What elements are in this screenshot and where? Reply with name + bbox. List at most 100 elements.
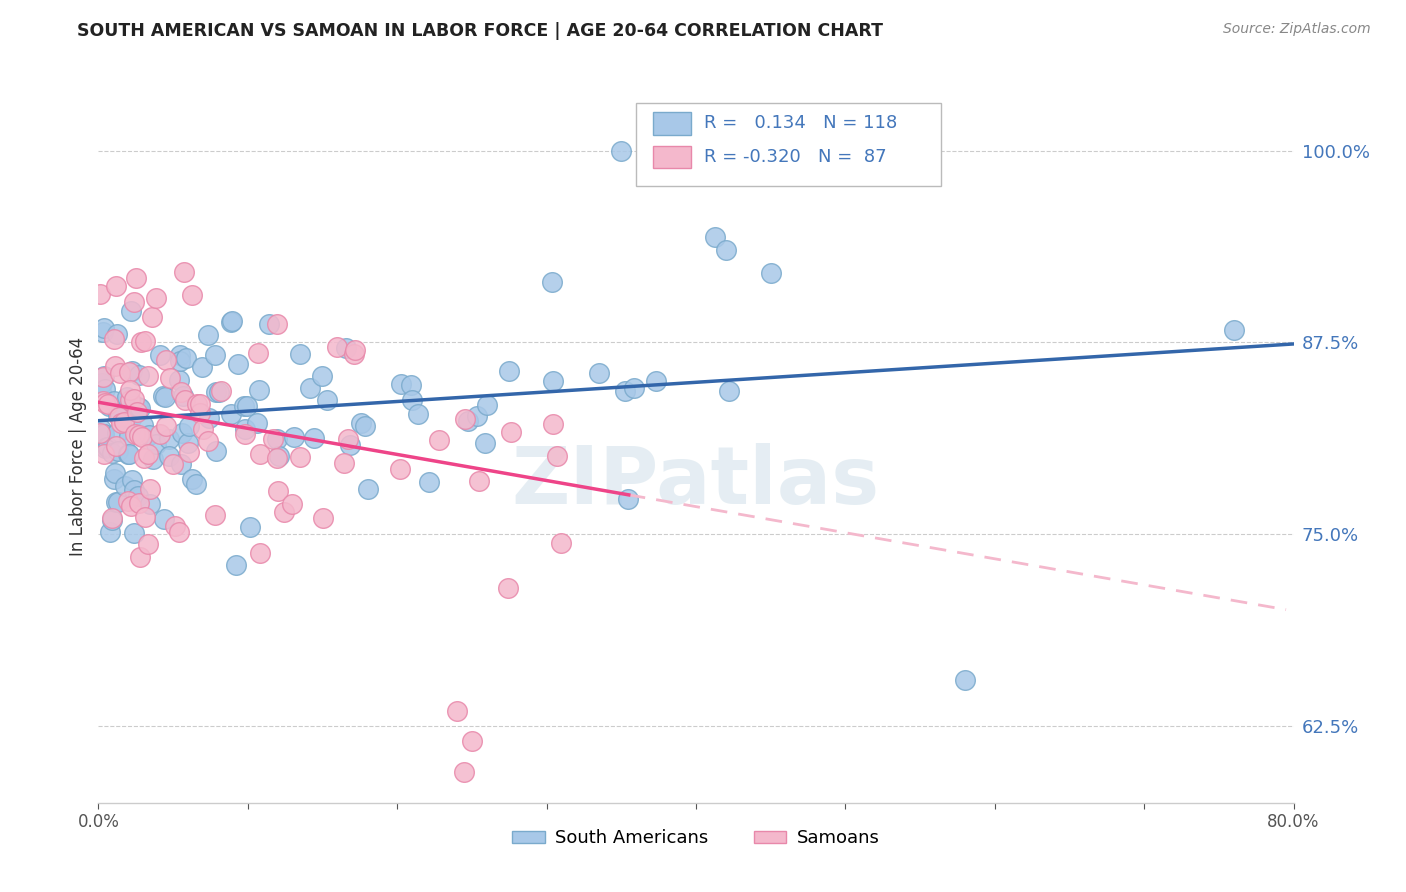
Point <box>714 244 737 258</box>
Point <box>145 437 167 451</box>
Point <box>90 421 112 435</box>
Point <box>267 483 290 498</box>
Point <box>131 417 153 432</box>
Text: R = -0.320   N =  87: R = -0.320 N = 87 <box>704 148 887 166</box>
Point <box>233 422 256 436</box>
Point <box>209 384 232 399</box>
Point <box>233 427 256 442</box>
Point <box>453 412 475 426</box>
Point <box>232 399 254 413</box>
Point <box>475 398 498 412</box>
Point <box>121 473 143 487</box>
Point <box>283 430 305 444</box>
Point <box>98 524 121 539</box>
Point <box>103 359 125 374</box>
Text: R =   0.134   N = 118: R = 0.134 N = 118 <box>704 114 897 132</box>
Point <box>93 368 115 383</box>
Point <box>108 367 131 381</box>
Point <box>129 334 152 349</box>
Point <box>610 144 633 158</box>
Point <box>190 359 212 374</box>
Point <box>179 418 201 433</box>
Point <box>136 369 159 384</box>
Point <box>401 378 423 392</box>
Point <box>197 327 219 342</box>
Point <box>290 347 312 361</box>
Point <box>388 461 411 475</box>
Point <box>180 288 202 302</box>
Point <box>134 509 156 524</box>
Point <box>89 425 111 440</box>
Point <box>288 450 311 464</box>
Point <box>124 426 146 441</box>
Point <box>350 416 373 430</box>
Point <box>128 428 150 442</box>
Point <box>613 384 636 399</box>
Point <box>550 535 572 549</box>
Point <box>120 303 142 318</box>
Point <box>173 265 195 279</box>
Point <box>112 415 135 429</box>
Point <box>172 426 194 441</box>
Point <box>177 435 200 450</box>
Point <box>953 673 976 687</box>
Point <box>127 489 149 503</box>
Point <box>90 384 112 399</box>
Point <box>118 447 141 461</box>
Point <box>132 451 155 466</box>
Point <box>336 432 359 446</box>
Point <box>704 230 727 244</box>
Point <box>110 416 132 430</box>
Point <box>105 439 128 453</box>
Point <box>311 369 333 384</box>
Point <box>543 374 565 388</box>
Point <box>118 383 141 397</box>
Point <box>298 381 321 395</box>
Point <box>141 310 163 325</box>
Point <box>245 417 267 431</box>
Point <box>453 765 475 780</box>
Point <box>152 389 174 403</box>
Point <box>267 449 290 463</box>
Point <box>118 392 141 407</box>
Point <box>155 418 177 433</box>
Point <box>128 496 150 510</box>
Point <box>343 347 366 361</box>
Point <box>122 399 145 413</box>
Point <box>163 518 186 533</box>
Point <box>91 393 114 408</box>
Point <box>219 316 242 330</box>
Point <box>149 348 172 362</box>
Point <box>616 491 638 506</box>
Point <box>153 391 176 405</box>
Point <box>103 394 125 409</box>
Point <box>98 399 121 413</box>
Point <box>335 341 357 355</box>
Point <box>103 472 125 486</box>
Point <box>204 508 226 522</box>
Point <box>266 317 288 331</box>
Point <box>498 364 520 378</box>
Point <box>474 435 496 450</box>
Point <box>153 512 176 526</box>
Point <box>316 393 339 408</box>
Point <box>108 409 131 424</box>
Point <box>94 396 117 410</box>
Point <box>326 341 349 355</box>
Point <box>159 371 181 385</box>
Point <box>457 414 479 428</box>
Point <box>172 389 194 403</box>
Point <box>759 266 782 280</box>
Point <box>259 317 281 331</box>
Y-axis label: In Labor Force | Age 20-64: In Labor Force | Age 20-64 <box>69 336 87 556</box>
Point <box>389 377 412 392</box>
Point <box>105 425 128 440</box>
Point <box>97 397 120 411</box>
Point <box>339 438 361 452</box>
Point <box>170 385 193 400</box>
Point <box>97 440 120 454</box>
Point <box>540 275 562 289</box>
Point <box>247 383 270 397</box>
Point <box>155 352 177 367</box>
Point <box>94 382 117 396</box>
